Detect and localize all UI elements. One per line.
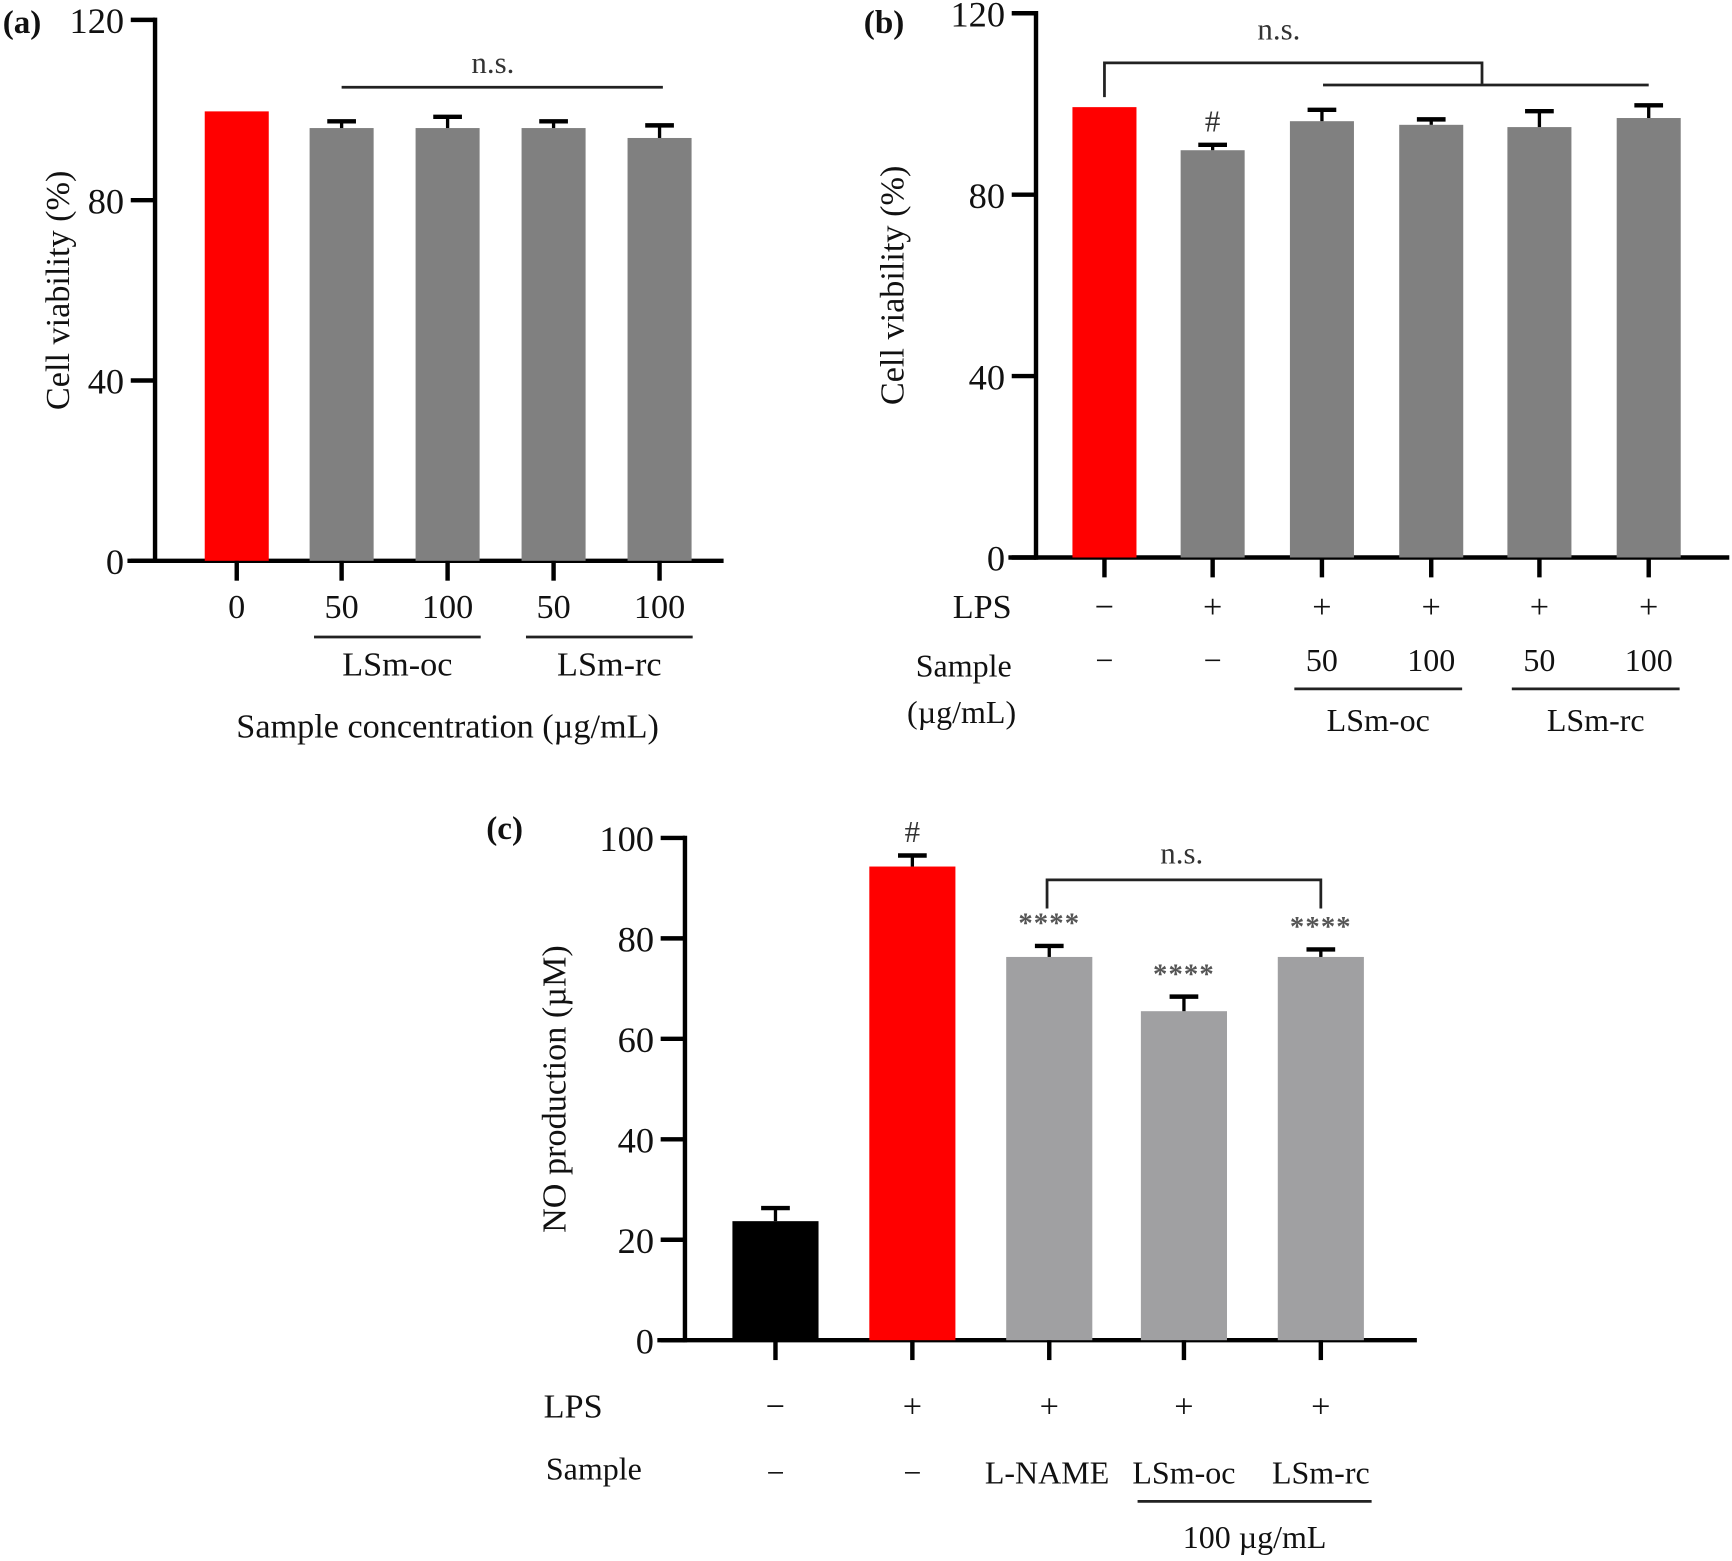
ns-bracket	[1045, 878, 1323, 909]
x-category-label: 50	[536, 589, 570, 626]
significance-hash: #	[905, 814, 920, 849]
lps-sign: +	[1040, 1388, 1059, 1425]
y-axis-title: Cell viability (%)	[40, 171, 77, 410]
y-tick-label: 0	[636, 1321, 654, 1361]
x-category-label: 0	[228, 589, 245, 626]
y-tick-label: 0	[987, 539, 1005, 579]
y-tick-label: 20	[618, 1221, 654, 1261]
group-label: LSm-rc	[557, 647, 662, 684]
x-category-label: 100	[422, 589, 473, 626]
sample-value: L-NAME	[985, 1455, 1109, 1491]
y-tick-label: 100	[599, 819, 654, 859]
panel-label: (b)	[864, 4, 904, 41]
sample-value: 50	[1523, 642, 1555, 678]
lps-sign: +	[1530, 589, 1549, 626]
bar	[1072, 107, 1137, 558]
group-label: 100 µg/mL	[1183, 1519, 1327, 1555]
sample-row-label: Sample	[546, 1450, 642, 1486]
group-label: LSm-oc	[1327, 702, 1430, 738]
sample-value: LSm-rc	[1272, 1455, 1370, 1491]
lps-sign: +	[1311, 1388, 1330, 1425]
y-tick-label: 120	[950, 0, 1005, 34]
sample-value: −	[766, 1455, 784, 1491]
y-tick-label: 0	[106, 542, 124, 582]
sample-value: 100	[1625, 642, 1673, 678]
lps-sign: +	[903, 1388, 922, 1425]
bar	[732, 1221, 819, 1341]
bar	[1277, 956, 1364, 1341]
bar	[415, 128, 480, 561]
lps-row-label: LPS	[544, 1388, 603, 1425]
panel-label: (c)	[486, 810, 523, 847]
bar	[869, 866, 956, 1341]
sample-value: −	[903, 1455, 921, 1491]
sample-value: 100	[1407, 642, 1455, 678]
panel-b-chart: 0 40 80 120 Cell viability (%) (b) # LPS Sample (…	[864, 0, 1730, 738]
y-tick-label: 40	[618, 1121, 654, 1161]
x-category-label: 50	[325, 589, 359, 626]
y-tick-label: 40	[969, 357, 1005, 397]
y-tick-label: 80	[88, 181, 124, 221]
sample-row-label: Sample	[916, 648, 1012, 684]
ns-label: n.s.	[471, 45, 514, 80]
panel-c-chart: 0 20 40 60 80 100 NO production (µM) (c) # **** **…	[486, 810, 1417, 1555]
y-tick-label: 120	[69, 1, 124, 41]
panel-a-chart: 0 40 80 120 Cell viability (%) (a) 0 50 100 50 100…	[3, 1, 724, 745]
y-tick-label: 40	[88, 362, 124, 402]
bar	[1289, 121, 1354, 558]
panel-label: (a)	[3, 4, 42, 41]
lps-sign: +	[1203, 589, 1222, 626]
significance-stars: ****	[1018, 908, 1080, 940]
bar	[309, 128, 374, 561]
bar	[1140, 1011, 1227, 1341]
bar	[1180, 150, 1245, 558]
bar	[627, 137, 692, 561]
group-label: LSm-rc	[1547, 702, 1645, 738]
ns-bracket	[1103, 61, 1484, 98]
y-tick-label: 60	[618, 1020, 654, 1060]
lps-sign: +	[1639, 589, 1658, 626]
significance-stars: ****	[1153, 958, 1215, 990]
ns-label: n.s.	[1257, 12, 1300, 47]
bar	[1399, 124, 1464, 558]
bar	[1507, 127, 1572, 558]
lps-row-label: LPS	[953, 589, 1012, 626]
sample-value: −	[1204, 642, 1222, 678]
significance-stars: ****	[1290, 911, 1352, 943]
x-category-label: 100	[634, 589, 685, 626]
y-axis-title: NO production (µM)	[537, 945, 574, 1233]
bar	[1616, 118, 1681, 558]
lps-sign: −	[766, 1388, 785, 1425]
y-axis-title: Cell viability (%)	[875, 166, 912, 405]
y-tick-label: 80	[618, 920, 654, 960]
bar	[204, 111, 269, 561]
bar	[521, 128, 586, 561]
lps-sign: +	[1312, 589, 1331, 626]
sample-unit-label: (µg/mL)	[907, 694, 1016, 730]
lps-sign: −	[1095, 589, 1114, 626]
significance-hash: #	[1205, 104, 1220, 139]
bar	[1006, 956, 1093, 1341]
group-label: LSm-oc	[342, 647, 452, 684]
sample-value: 50	[1306, 642, 1338, 678]
ns-label: n.s.	[1160, 835, 1203, 870]
lps-sign: +	[1174, 1388, 1193, 1425]
y-tick-label: 80	[969, 176, 1005, 216]
sample-value: −	[1095, 642, 1113, 678]
lps-sign: +	[1422, 589, 1441, 626]
sample-value: LSm-oc	[1132, 1455, 1235, 1491]
x-axis-title: Sample concentration (µg/mL)	[236, 708, 659, 745]
